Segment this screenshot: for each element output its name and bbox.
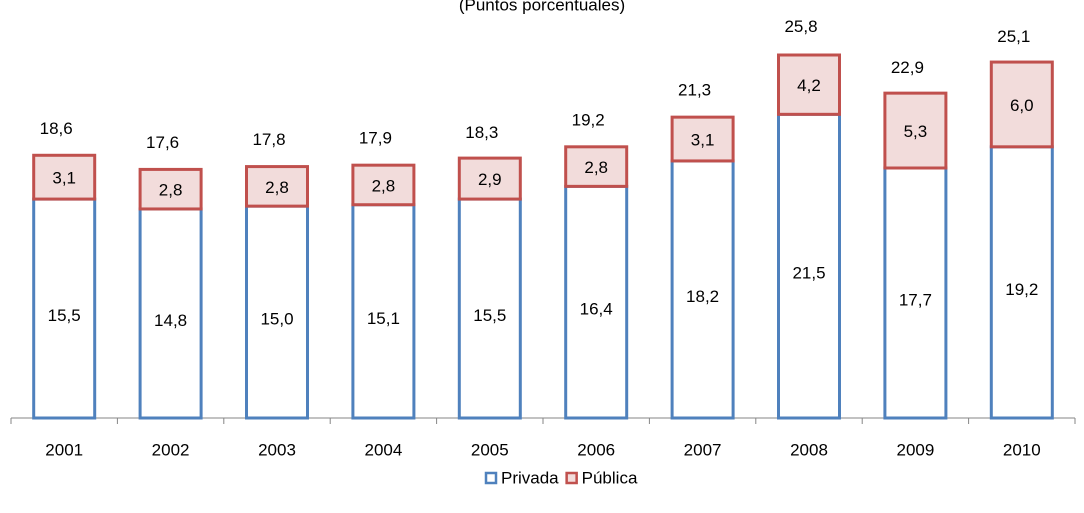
total-label: 17,8 [252,130,285,149]
bar-segment [989,145,1054,420]
data-label: 3,1 [691,131,715,150]
data-label: 3,1 [52,169,76,188]
total-label: 19,2 [572,110,605,129]
bar-segment [670,115,735,163]
data-label: 15,1 [367,309,400,328]
data-label: 4,2 [797,76,821,95]
x-tick-label: 2009 [896,440,934,459]
x-tick-label: 2010 [1003,440,1041,459]
legend-swatch [484,471,498,485]
total-label: 17,9 [359,129,392,148]
total-label: 17,6 [146,133,179,152]
data-label: 2,9 [478,170,502,189]
bar-segment [883,91,948,170]
x-tick-label: 2005 [471,440,509,459]
total-label: 18,3 [465,123,498,142]
x-tick-label: 2006 [577,440,615,459]
total-label: 25,8 [784,17,817,36]
data-label: 19,2 [1005,280,1038,299]
bar-segment [883,166,948,420]
bar-segment [457,156,522,201]
data-label: 2,8 [584,158,608,177]
data-label: 15,5 [473,306,506,325]
legend-label: Privada [501,468,559,487]
data-label: 2,8 [372,176,396,195]
bar-segment [351,163,416,207]
x-tick-label: 2008 [790,440,828,459]
bar-segment [777,112,841,420]
total-label: 25,1 [997,27,1030,46]
x-tick-label: 2004 [364,440,402,459]
bar-segment [138,167,203,211]
bar-segment [351,203,416,420]
chart-subtitle: (Puntos porcentuales) [459,0,625,14]
x-tick-label: 2001 [45,440,83,459]
data-label: 21,5 [792,264,825,283]
bar-segment [564,145,629,188]
bar-segment [564,184,629,420]
data-label: 2,8 [159,181,183,200]
data-label: 18,2 [686,287,719,306]
total-label: 22,9 [891,58,924,77]
data-label: 15,0 [260,310,293,329]
x-tick-label: 2002 [152,440,190,459]
data-label: 6,0 [1010,96,1034,115]
bar-segment [670,159,735,420]
legend-label: Pública [582,468,638,487]
total-label: 21,3 [678,81,711,100]
bar-segment [32,197,97,420]
bar-segment [245,204,309,420]
data-label: 16,4 [580,300,613,319]
data-label: 17,7 [899,290,932,309]
data-label: 15,5 [48,306,81,325]
bar-segment [32,153,97,201]
data-label: 5,3 [904,122,928,141]
bar-segment [989,60,1054,149]
bar-segment [245,165,309,208]
legend-swatch [565,471,578,485]
x-tick-label: 2003 [258,440,296,459]
data-label: 14,8 [154,311,187,330]
total-label: 18,6 [40,119,73,138]
bar-segment [777,53,841,116]
x-tick-label: 2007 [684,440,722,459]
data-label: 2,8 [265,178,289,197]
